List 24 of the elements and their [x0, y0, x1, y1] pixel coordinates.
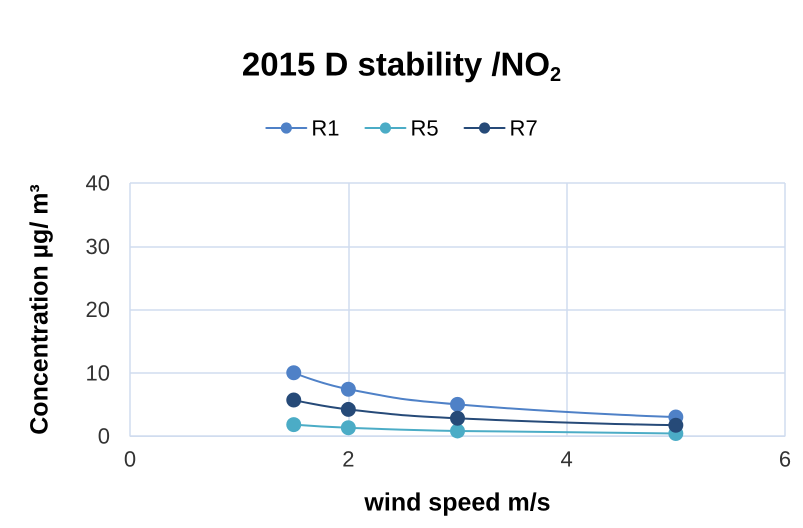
point [340, 382, 356, 397]
legend-label: R5 [410, 116, 439, 140]
x-tick-label: 4 [560, 446, 573, 472]
x-tick-label: 6 [778, 446, 792, 472]
x-axis-title: wind speed m/s [363, 488, 551, 516]
point [450, 410, 465, 426]
legend-label: R7 [510, 116, 538, 140]
point [340, 402, 356, 417]
x-tick-label: 2 [342, 446, 354, 472]
point [286, 365, 302, 380]
point [286, 417, 302, 432]
y-axis-title: Concentration µg/ m³ [26, 184, 54, 435]
x-tick-label: 0 [124, 446, 136, 472]
y-tick-label: 30 [86, 234, 110, 259]
point [340, 420, 356, 436]
y-tick-label: 40 [86, 170, 110, 196]
legend-label: R1 [311, 116, 340, 140]
y-tick-label: 20 [86, 297, 110, 322]
point [668, 418, 684, 433]
point [286, 392, 302, 408]
y-tick-label: 10 [86, 360, 110, 386]
point [450, 423, 465, 438]
point [450, 396, 465, 412]
y-tick-label: 0 [98, 424, 110, 448]
